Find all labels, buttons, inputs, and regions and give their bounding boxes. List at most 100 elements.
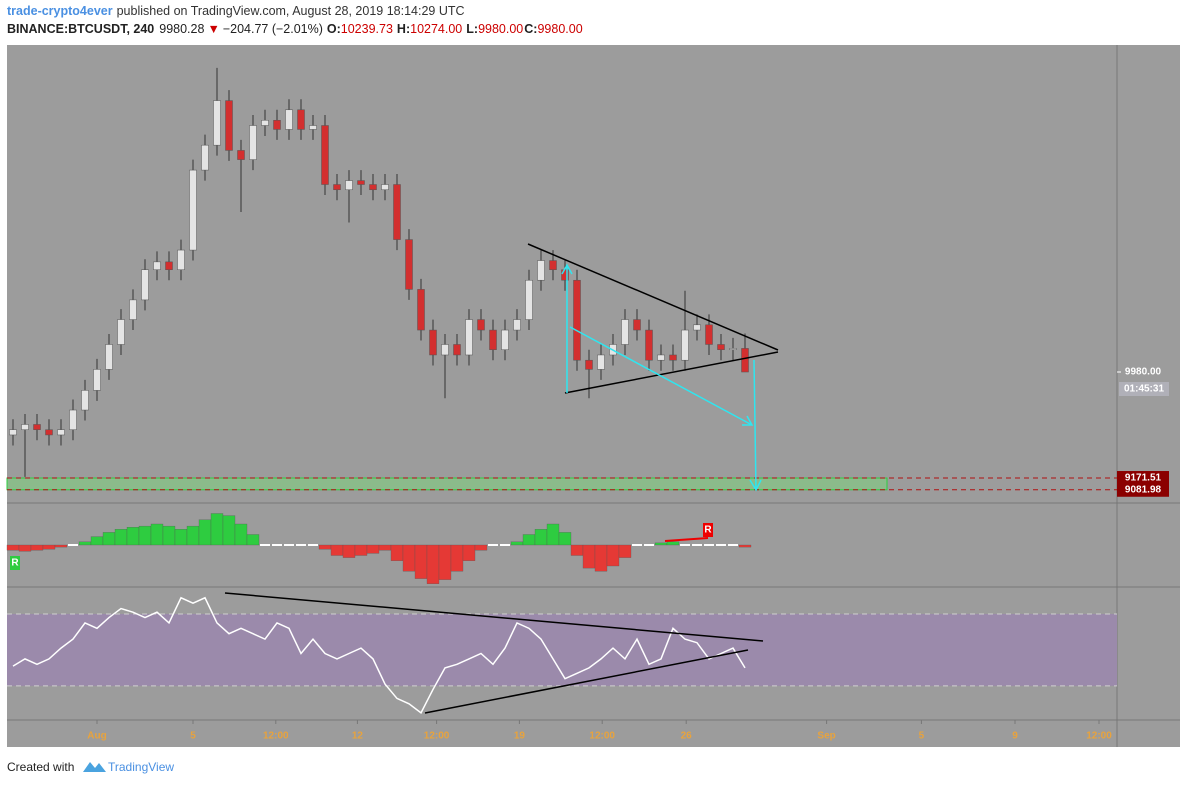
x-tick-label: Sep xyxy=(817,731,835,742)
countdown: 01:45:31 xyxy=(1124,384,1164,395)
x-tick-label: 12:00 xyxy=(424,731,450,742)
candle-body xyxy=(381,184,389,191)
histogram-bar xyxy=(234,523,248,546)
histogram-bar xyxy=(342,544,356,558)
candle-body xyxy=(669,354,677,361)
histogram-bar xyxy=(582,544,596,569)
r-badge xyxy=(703,523,713,537)
histogram-dot xyxy=(728,544,738,546)
candle-body xyxy=(549,260,557,270)
candle-body xyxy=(489,329,497,350)
candle-body xyxy=(165,261,173,270)
candle-body xyxy=(729,348,737,350)
candle-body xyxy=(501,329,509,350)
level-label: 9171.51 xyxy=(1125,473,1162,484)
histogram-bar xyxy=(450,544,464,572)
h: 10274.00 xyxy=(410,22,462,36)
o-label: O: xyxy=(327,22,341,36)
histogram-bar xyxy=(210,513,224,546)
candle-body xyxy=(213,100,221,146)
histogram-bar xyxy=(366,544,380,554)
candle-body xyxy=(309,125,317,130)
candle-body xyxy=(717,344,725,350)
histogram-bar xyxy=(354,544,368,556)
candle-body xyxy=(177,249,185,270)
candle-body xyxy=(261,120,269,126)
candle-body xyxy=(45,429,53,436)
histogram-bar xyxy=(222,515,236,546)
candle-body xyxy=(285,109,293,130)
candle-body xyxy=(141,269,149,301)
candle-body xyxy=(429,329,437,356)
trendline xyxy=(564,351,779,394)
x-tick-label: 12 xyxy=(352,731,364,742)
x-tick-label: 12:00 xyxy=(263,731,289,742)
histogram-bar xyxy=(138,525,152,546)
candle-body xyxy=(657,354,665,361)
candle-body xyxy=(525,279,533,320)
candle-body xyxy=(189,169,197,251)
candle-body xyxy=(453,344,461,356)
candle-body xyxy=(93,369,101,391)
candle-body xyxy=(153,261,161,270)
footer-brand[interactable]: TradingView xyxy=(108,760,174,774)
x-tick-label: 19 xyxy=(514,731,526,742)
candle-body xyxy=(621,319,629,345)
candle-body xyxy=(585,359,593,370)
arrow xyxy=(749,359,762,492)
zone xyxy=(6,477,888,491)
candle-body xyxy=(393,184,401,240)
histogram-dot xyxy=(308,544,318,546)
histogram-bar xyxy=(6,544,20,551)
histogram-bar xyxy=(534,529,548,546)
annotation: R xyxy=(11,558,19,569)
histogram-bar xyxy=(126,527,140,546)
candle-body xyxy=(573,279,581,361)
histogram-bar xyxy=(102,532,116,546)
trendline xyxy=(224,592,764,642)
header-line-1: trade-crypto4ever published on TradingVie… xyxy=(7,4,465,18)
rsi-line xyxy=(12,596,746,714)
histogram-bar xyxy=(738,544,752,548)
histogram-bar xyxy=(378,544,392,551)
c: 9980.00 xyxy=(537,22,582,36)
candle-body xyxy=(357,180,365,185)
trendline xyxy=(527,243,779,351)
histogram-bar xyxy=(666,541,680,546)
candle-body xyxy=(693,324,701,331)
histogram-bar xyxy=(162,525,176,546)
author[interactable]: trade-crypto4ever xyxy=(7,4,113,18)
histogram-bar xyxy=(90,536,104,546)
candle-body xyxy=(81,390,89,411)
histogram-dot xyxy=(704,544,714,546)
level-tag xyxy=(1117,482,1169,497)
candle-body xyxy=(105,344,113,370)
histogram-bar xyxy=(522,534,536,546)
candle-body xyxy=(69,409,77,430)
histogram-dot xyxy=(260,544,270,546)
histogram-bar xyxy=(474,544,488,551)
candle-body xyxy=(9,429,17,436)
histogram-bar xyxy=(510,541,524,546)
histogram-dot xyxy=(488,544,498,546)
candle-body xyxy=(597,354,605,370)
histogram-bar xyxy=(402,544,416,572)
change: −204.77 (−2.01%) xyxy=(223,22,323,36)
candle-body xyxy=(225,100,233,151)
candle-body xyxy=(57,429,65,436)
candle-body xyxy=(417,289,425,331)
last-price-label: 9980.00 xyxy=(1125,367,1162,378)
arrow xyxy=(569,326,754,426)
histogram-dot xyxy=(296,544,306,546)
x-tick-label: 5 xyxy=(919,731,925,742)
candle-body xyxy=(441,344,449,356)
histogram-bar xyxy=(246,534,260,546)
drawings xyxy=(224,243,779,714)
histogram-dot xyxy=(716,544,726,546)
histogram-dot xyxy=(284,544,294,546)
histogram-bar xyxy=(186,525,200,546)
l-label: L: xyxy=(466,22,478,36)
histogram-bar xyxy=(54,544,68,548)
histogram-dot xyxy=(644,544,654,546)
